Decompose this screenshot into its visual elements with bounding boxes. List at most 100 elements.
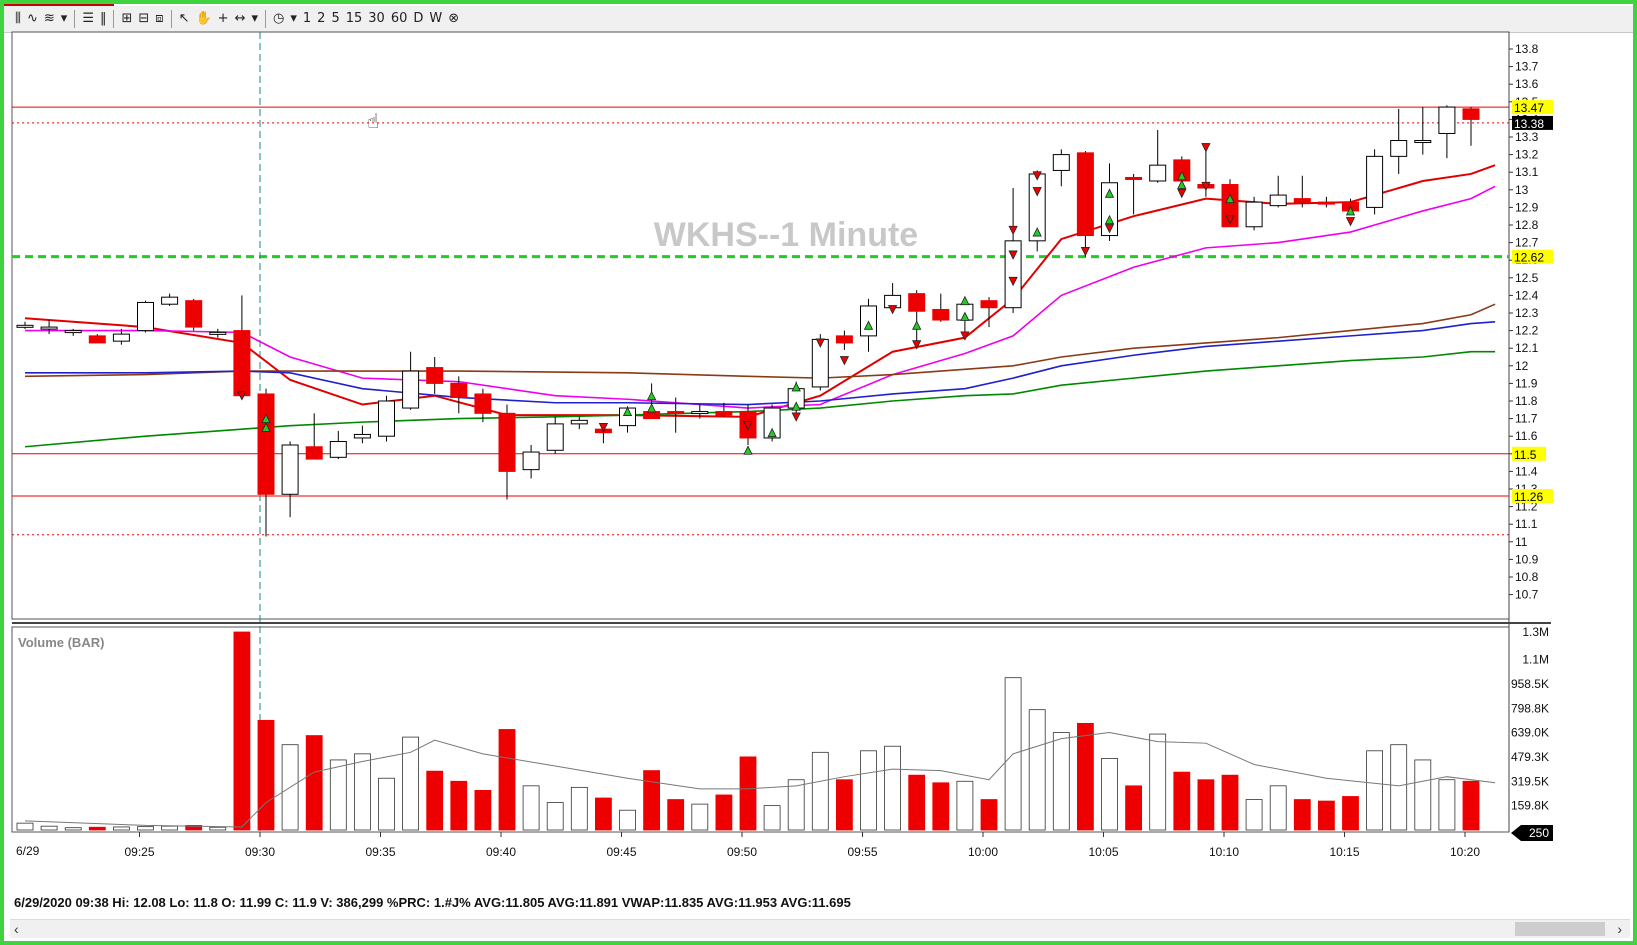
price-chart[interactable]: 13.813.713.613.513.413.313.213.11312.912…: [4, 4, 1633, 894]
signal-down-arrow: [1032, 187, 1042, 197]
signal-down-arrow: [912, 340, 922, 350]
price-tick-label: 11.6: [1515, 429, 1538, 443]
volume-bar: [1197, 779, 1215, 831]
chart-style-icon[interactable]: ≋: [43, 11, 55, 26]
interval-button-15[interactable]: 15: [345, 11, 363, 26]
volume-bar: [570, 786, 588, 831]
zoom-out-icon[interactable]: ⊟: [138, 11, 150, 26]
candle-up: [161, 296, 179, 305]
volume-bar: [1318, 800, 1335, 831]
volume-bar: [860, 750, 877, 831]
hand-icon[interactable]: ✋: [195, 11, 212, 26]
volume-bar: [16, 822, 34, 831]
interval-button-1[interactable]: 1: [302, 11, 312, 26]
candle-up: [1269, 194, 1287, 207]
time-tick-label: 09:25: [124, 845, 154, 859]
price-tick-label: 11.9: [1515, 376, 1538, 390]
interval-button-2[interactable]: 2: [317, 11, 326, 26]
volume-average-line: [24, 732, 1496, 828]
toolbar-separator: [74, 10, 76, 28]
zoom-in-icon[interactable]: ⊞: [121, 11, 133, 26]
volume-tick-label: 159.8K: [1511, 799, 1549, 813]
candle-down: [980, 300, 998, 309]
volume-bar: [667, 799, 685, 831]
signal-up-arrow: [646, 390, 657, 401]
vertical-bars-icon[interactable]: ‖: [99, 11, 107, 26]
price-level-tag: [1512, 489, 1553, 504]
interval-button-5[interactable]: 5: [331, 11, 340, 26]
crosshair-icon[interactable]: +: [217, 11, 229, 26]
close-chart-icon[interactable]: ⊗: [448, 11, 460, 26]
clock-icon[interactable]: ◷: [273, 11, 285, 26]
candle-up: [281, 444, 299, 495]
volume-tick-label: 479.3K: [1511, 750, 1549, 764]
horizontal-scrollbar[interactable]: ‹ ›: [10, 919, 1630, 938]
volume-bar: [980, 799, 998, 831]
volume-bar: [908, 774, 926, 831]
price-tick-label: 13.7: [1515, 60, 1539, 74]
candle-up: [40, 326, 58, 330]
volume-bar: [1173, 771, 1191, 831]
zoom-fit-icon[interactable]: ⧈: [155, 11, 164, 26]
candle-down: [1317, 201, 1335, 205]
candle-down: [498, 412, 516, 472]
signal-down-arrow: [887, 305, 898, 315]
signal-down-arrow: [743, 421, 753, 431]
candle-down: [1293, 198, 1311, 203]
candle-down: [643, 411, 661, 420]
signal-up-arrow: [1104, 188, 1115, 198]
candle-down: [667, 411, 685, 415]
mouse-cursor-icon: ☝: [367, 109, 379, 133]
signal-up-arrow: [1177, 179, 1187, 189]
scroll-right-icon[interactable]: ›: [1617, 921, 1622, 937]
price-tick-label: 12.8: [1515, 218, 1539, 232]
candle-chart-icon[interactable]: ⫼: [15, 11, 21, 26]
candle-up: [112, 333, 130, 342]
signal-down-arrow: [1008, 225, 1018, 236]
price-tick-label: 10.7: [1515, 588, 1539, 602]
volume-bar: [426, 770, 444, 831]
candle-down: [1125, 176, 1143, 180]
price-tick-label: 11.4: [1515, 464, 1538, 478]
measure-icon[interactable]: ↔: [234, 11, 246, 26]
interval-button-30[interactable]: 30: [368, 11, 385, 26]
dropdown-arrow-icon[interactable]: ▾: [290, 11, 297, 26]
candle-down: [932, 308, 950, 321]
dropdown-arrow-icon[interactable]: ▾: [60, 11, 68, 26]
scroll-left-icon[interactable]: ‹: [14, 921, 19, 937]
toolbar-separator: [113, 10, 115, 28]
chart-title: WKHS--1 Minute: [654, 216, 918, 254]
price-level-label: 13.38: [1514, 117, 1544, 131]
price-level-tag: [1512, 100, 1553, 115]
dropdown-arrow-icon[interactable]: ▾: [251, 11, 259, 26]
signal-down-arrow: [1008, 250, 1018, 260]
time-tick-label: 09:50: [727, 845, 757, 859]
price-tick-label: 11.2: [1515, 500, 1538, 514]
interval-button-w[interactable]: W: [429, 11, 443, 26]
interval-button-d[interactable]: D: [413, 11, 424, 26]
candle-up: [1414, 140, 1432, 144]
signal-down-arrow: [1177, 188, 1187, 199]
volume-panel-label: Volume (BAR): [18, 635, 104, 650]
price-level-label: 11.5: [1514, 448, 1537, 462]
volume-bar: [1221, 774, 1239, 831]
signal-down-arrow: [1201, 181, 1211, 192]
volume-bar: [1101, 758, 1118, 831]
volume-bar: [137, 826, 154, 831]
signal-up-arrow: [960, 311, 970, 321]
volume-bar: [40, 825, 58, 831]
candle-down: [715, 411, 733, 416]
line-chart-icon[interactable]: ∿: [26, 11, 38, 26]
candle-up: [1245, 201, 1263, 228]
pointer-icon[interactable]: ↖: [178, 11, 190, 26]
price-tick-label: 12.3: [1515, 306, 1539, 320]
scroll-thumb[interactable]: [1515, 922, 1605, 936]
horizontal-lines-icon[interactable]: ☰: [82, 11, 94, 26]
interval-button-60[interactable]: 60: [390, 11, 408, 26]
candle-up: [329, 440, 347, 458]
signal-up-arrow: [1225, 193, 1235, 203]
time-tick-label: 09:30: [245, 845, 275, 859]
volume-bar: [787, 779, 805, 831]
volume-bar: [257, 719, 275, 831]
